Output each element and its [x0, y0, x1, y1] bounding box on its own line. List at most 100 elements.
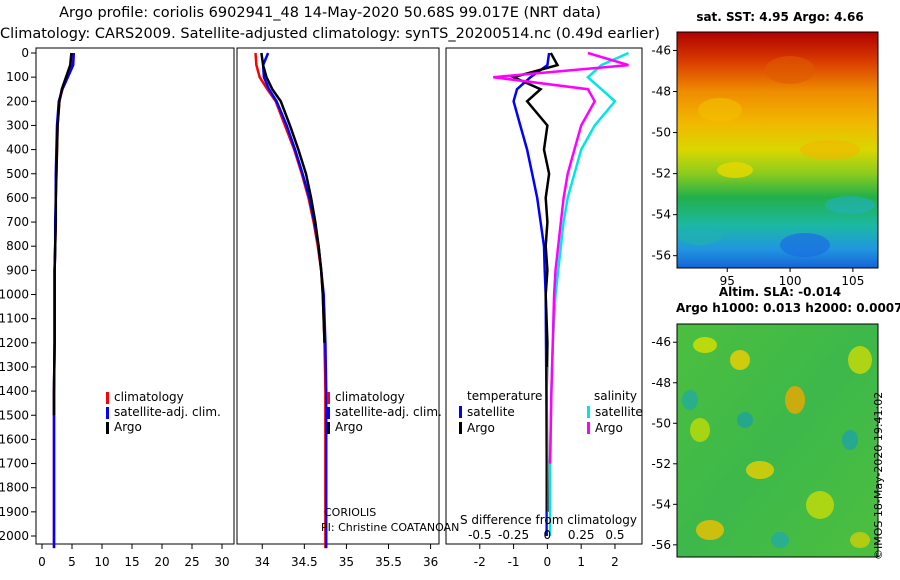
legend-label: Argo	[114, 420, 142, 434]
sst-map-axes: -46 -48 -50 -52 -54 -56 95 100 105	[651, 43, 864, 288]
map-ytick-label: -48	[651, 85, 671, 99]
depth-tick-label: 1400	[0, 384, 29, 398]
map-ytick-label: -48	[651, 376, 671, 390]
legend-swatch-temp-argo	[459, 422, 462, 434]
depth-tick-label: 1200	[0, 336, 29, 350]
legend-swatch-temp-satellite	[459, 406, 462, 418]
difference-panel: -2 -1 0 1 2	[474, 51, 630, 569]
x-tick-label: 0	[38, 555, 46, 569]
temperature-panel: 0 5 10 15 20 25 30	[38, 52, 230, 569]
depth-tick-label: 1700	[0, 457, 29, 471]
depth-tick-label: 1500	[0, 408, 29, 422]
map-xtick-label: 95	[720, 274, 735, 288]
x-tick-label-secondary: 0.25	[568, 528, 595, 542]
sst-map-title: sat. SST: 4.95 Argo: 4.66	[696, 10, 864, 24]
map-ytick-label: -54	[651, 208, 671, 222]
legend-title-salinity: salinity	[594, 389, 637, 403]
operator-annotation: CORIOLIS	[324, 506, 376, 519]
salinity-panel-frame	[236, 47, 440, 545]
series-line-salinity-argo	[493, 51, 629, 464]
series-line-temperature-satellite	[512, 52, 551, 536]
x-tick-label: -1	[508, 555, 520, 569]
map-ytick-label: -50	[651, 416, 671, 430]
map-xtick-label: 100	[779, 274, 802, 288]
altimetry-map-title: Altim. SLA: -0.014	[718, 285, 842, 299]
legend-swatch-satellite	[106, 407, 109, 419]
x-tick-label: 35	[339, 555, 354, 569]
series-line-argo	[260, 52, 326, 343]
series-line-temperature-argo	[509, 52, 560, 512]
map-ytick-label: -46	[651, 335, 671, 349]
x-tick-label: 25	[184, 555, 199, 569]
x-tick-label: 35.5	[375, 555, 402, 569]
x-tick-label-secondary: -0.5	[468, 528, 491, 542]
legend-label: satellite-adj. clim.	[114, 405, 221, 419]
legend-title-temperature: temperature	[467, 389, 542, 403]
depth-tick-label: 500	[6, 167, 29, 181]
difference-secondary-ticks: -0.5 -0.25 0 0.25 0.5	[468, 528, 624, 542]
depth-tick-label: 600	[6, 191, 29, 205]
map-ytick-label: -52	[651, 457, 671, 471]
legend-label: climatology	[335, 390, 405, 404]
legend-label: Argo	[335, 420, 363, 434]
legend-label: satellite-adj. clim.	[335, 405, 442, 419]
depth-tick-label: 800	[6, 239, 29, 253]
depth-tick-label: 900	[6, 263, 29, 277]
altimetry-map-subtitle: Argo h1000: 0.013 h2000: 0.00075	[676, 301, 900, 315]
x-tick-label: 36	[423, 555, 438, 569]
legend-label: satellite	[595, 405, 643, 419]
legend-label: Argo	[467, 421, 495, 435]
depth-tick-label: 1900	[0, 505, 29, 519]
depth-tick-label: 1000	[0, 288, 29, 302]
depth-tick-label: 200	[6, 94, 29, 108]
x-tick-label: 0	[544, 555, 552, 569]
legend-swatch-sal-satellite	[587, 406, 590, 418]
figure-title-line2: Climatology: CARS2009. Satellite-adjuste…	[0, 26, 660, 42]
altimetry-map-texture	[682, 337, 872, 548]
x-tick-label-secondary: -0.25	[498, 528, 529, 542]
legend-label: satellite	[467, 405, 515, 419]
x-tick-label: 34.5	[291, 555, 318, 569]
legend-label: climatology	[114, 390, 184, 404]
depth-tick-label: 1100	[0, 312, 29, 326]
series-line-argo	[52, 52, 73, 416]
series-line-satellite-adj-clim-	[261, 52, 328, 549]
x-tick-label: 10	[94, 555, 109, 569]
timestamp-watermark: ©IMOS 18-May-2020 19:41:02	[872, 391, 885, 560]
depth-tick-label: 400	[6, 143, 29, 157]
x-tick-label: 2	[611, 555, 619, 569]
map-ytick-label: -52	[651, 167, 671, 181]
depth-tick-label: 100	[6, 70, 29, 84]
map-ytick-label: -56	[651, 249, 671, 263]
legend-swatch-satellite	[327, 407, 330, 419]
depth-tick-label: 1300	[0, 360, 29, 374]
temperature-legend: climatology satellite-adj. clim. Argo	[106, 390, 221, 434]
difference-legend: temperature salinity satellite Argo sate…	[459, 389, 643, 527]
depth-tick-label: 0	[21, 46, 29, 60]
sst-map-texture	[678, 56, 875, 257]
x-tick-label: 1	[577, 555, 585, 569]
legend-swatch-argo	[106, 422, 109, 434]
legend-swatch-sal-argo	[587, 422, 590, 434]
x-tick-label: 30	[214, 555, 229, 569]
legend-label: Argo	[595, 421, 623, 435]
salinity-legend: climatology satellite-adj. clim. Argo CO…	[321, 390, 459, 534]
depth-tick-label: 700	[6, 215, 29, 229]
depth-tick-label: 1800	[0, 481, 29, 495]
pi-annotation: PI: Christine COATANOAN	[321, 521, 459, 534]
map-xtick-label: 105	[841, 274, 864, 288]
x-tick-label-secondary: 0	[544, 528, 552, 542]
x-tick-label: 20	[154, 555, 169, 569]
x-tick-label-secondary: 0.5	[605, 528, 624, 542]
depth-tick-label: 2000	[0, 529, 29, 543]
legend-swatch-climatology	[106, 392, 109, 404]
salinity-panel: 34 34.5 35 35.5 36	[254, 52, 438, 569]
difference-xlabel: S difference from climatology	[460, 513, 637, 527]
legend-swatch-climatology	[327, 392, 330, 404]
depth-axis: 0 100 200 300 400 500 600 700 800 900 1000 1100 1200…	[0, 46, 36, 543]
map-ytick-label: -50	[651, 126, 671, 140]
depth-tick-label: 1600	[0, 432, 29, 446]
depth-tick-label: 300	[6, 118, 29, 132]
map-ytick-label: -56	[651, 538, 671, 552]
